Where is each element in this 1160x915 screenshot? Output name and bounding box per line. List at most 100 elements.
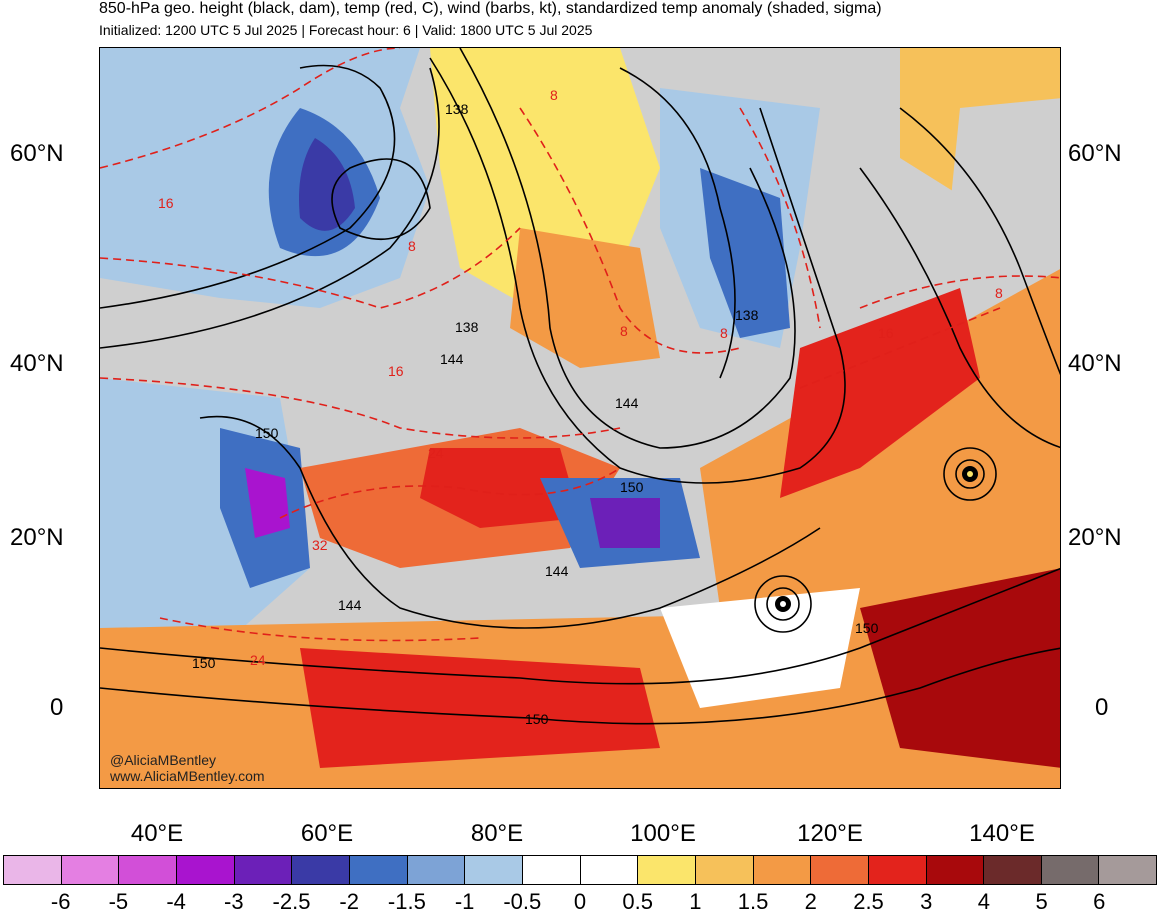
lat-label-right: 20°N (1068, 524, 1122, 551)
colorbar-swatch (580, 856, 639, 884)
colorbar-tick: 2.5 (853, 889, 884, 914)
temp-label: 8 (620, 323, 628, 339)
height-contours (100, 48, 1060, 725)
height-label: 150 (620, 479, 644, 495)
height-label: 138 (445, 101, 469, 117)
lat-label-left: 60°N (10, 140, 64, 167)
temp-label: 16 (158, 195, 174, 211)
colorbar-swatch (4, 856, 62, 884)
hot-core-western-pacific (860, 568, 1060, 768)
colorbar-tick: 2 (804, 889, 817, 914)
credit-block: @AliciaMBentley www.AliciaMBentley.com (110, 752, 265, 784)
colorbar-swatch (119, 856, 177, 884)
height-label: 150 (525, 711, 549, 727)
colorbar-tick: 6 (1093, 889, 1106, 914)
lon-label: 80°E (470, 820, 524, 847)
neutral-south-china-sea (660, 588, 860, 708)
credit-site: www.AliciaMBentley.com (110, 768, 265, 784)
lon-label: 100°E (630, 820, 696, 847)
cold-core-mongolia (700, 168, 790, 338)
lat-label-right: 60°N (1068, 140, 1122, 167)
colorbar-tick: -1.5 (387, 889, 426, 914)
temp-label: 8 (408, 238, 416, 254)
colorbar-swatch (61, 856, 120, 884)
map-title: 850-hPa geo. height (black, dam), temp (… (99, 0, 882, 17)
colorbar-swatch (638, 856, 696, 884)
colorbar-tick: 0.5 (622, 889, 653, 914)
lat-label-left: 0 (50, 694, 64, 721)
map-panel: 138 138 144 144 138 150 150 144 144 150 … (99, 47, 1061, 789)
colorbar-tick: -3 (224, 889, 244, 914)
colorbar-tick: -6 (50, 889, 71, 914)
warm-anomaly-central-asia (510, 228, 660, 368)
lat-label-right: 40°N (1068, 350, 1122, 377)
hot-core-pakistan (420, 448, 580, 528)
colorbar-tick: 5 (1035, 889, 1048, 914)
colorbar-swatch (234, 856, 293, 884)
colorbar-tick: -5 (108, 889, 129, 914)
missing-far-east (950, 98, 1060, 288)
colorbar-tick: -2.5 (272, 889, 311, 914)
colorbar-swatch (292, 856, 350, 884)
temp-label: 8 (550, 87, 558, 103)
colorbar-tick: 0 (573, 889, 587, 914)
hot-core-east-china (780, 288, 980, 498)
lon-label: 120°E (797, 820, 863, 847)
height-label: 144 (338, 597, 362, 613)
height-label: 144 (440, 351, 464, 367)
colorbar-swatch (811, 856, 869, 884)
colorbar-swatch (926, 856, 985, 884)
temp-label: 8 (995, 285, 1003, 301)
colorbar-swatch (984, 856, 1042, 884)
temp-label: 16 (388, 363, 404, 379)
lat-label-left: 20°N (10, 524, 64, 551)
tropical-cyclone-markers (775, 466, 978, 612)
height-label: 144 (545, 563, 569, 579)
colorbar-swatch (1099, 856, 1157, 884)
map-subtitle: Initialized: 1200 UTC 5 Jul 2025 | Forec… (99, 22, 593, 38)
contour-labels: 138 138 144 144 138 150 150 144 144 150 … (192, 101, 879, 727)
colorbar-tick: -4 (166, 889, 186, 914)
colorbar-tick: 3 (920, 889, 933, 914)
colorbar-tick: -0.5 (503, 889, 542, 914)
colorbar-swatch (522, 856, 581, 884)
lat-label-left: 40°N (10, 350, 64, 377)
temp-labels: 8 8 16 24 32 24 16 8 8 16 8 (158, 87, 1003, 668)
colorbar-tick: 4 (977, 889, 991, 914)
temp-contours (100, 48, 1060, 642)
colorbar-swatch (1041, 856, 1100, 884)
temp-label: 16 (878, 325, 894, 341)
colorbar-swatch (753, 856, 812, 884)
height-label: 138 (735, 307, 759, 323)
cold-center-arabia (245, 468, 290, 538)
height-label: 144 (615, 395, 639, 411)
cold-center-europe (299, 138, 355, 231)
colorbar-swatch (868, 856, 927, 884)
height-label: 150 (855, 620, 879, 636)
temp-label: 24 (428, 445, 444, 461)
temp-label: 32 (312, 537, 328, 553)
lon-label: 40°E (130, 820, 184, 847)
colorbar-swatch (176, 856, 235, 884)
cold-center-tibet (590, 498, 660, 548)
colorbar-swatch (465, 856, 523, 884)
colorbar-tick: -1 (454, 889, 475, 914)
lon-label: 140°E (969, 820, 1035, 847)
height-label: 150 (255, 425, 279, 441)
credit-handle: @AliciaMBentley (110, 752, 217, 768)
colorbar-swatch (349, 856, 408, 884)
temp-label: 8 (720, 325, 728, 341)
temp-label: 24 (250, 652, 266, 668)
colorbar-tick: 1 (689, 889, 702, 914)
colorbar-swatch (695, 856, 754, 884)
map-canvas: 138 138 144 144 138 150 150 144 144 150 … (100, 48, 1060, 788)
lat-label-right: 0 (1095, 694, 1109, 721)
colorbar (3, 855, 1157, 885)
height-label: 150 (192, 655, 216, 671)
colorbar-tick: 1.5 (737, 889, 769, 914)
colorbar-tick: -2 (339, 889, 359, 914)
height-label: 138 (455, 319, 479, 335)
hot-core-indian-ocean (300, 648, 660, 768)
colorbar-swatch (407, 856, 466, 884)
lon-label: 60°E (300, 820, 354, 847)
